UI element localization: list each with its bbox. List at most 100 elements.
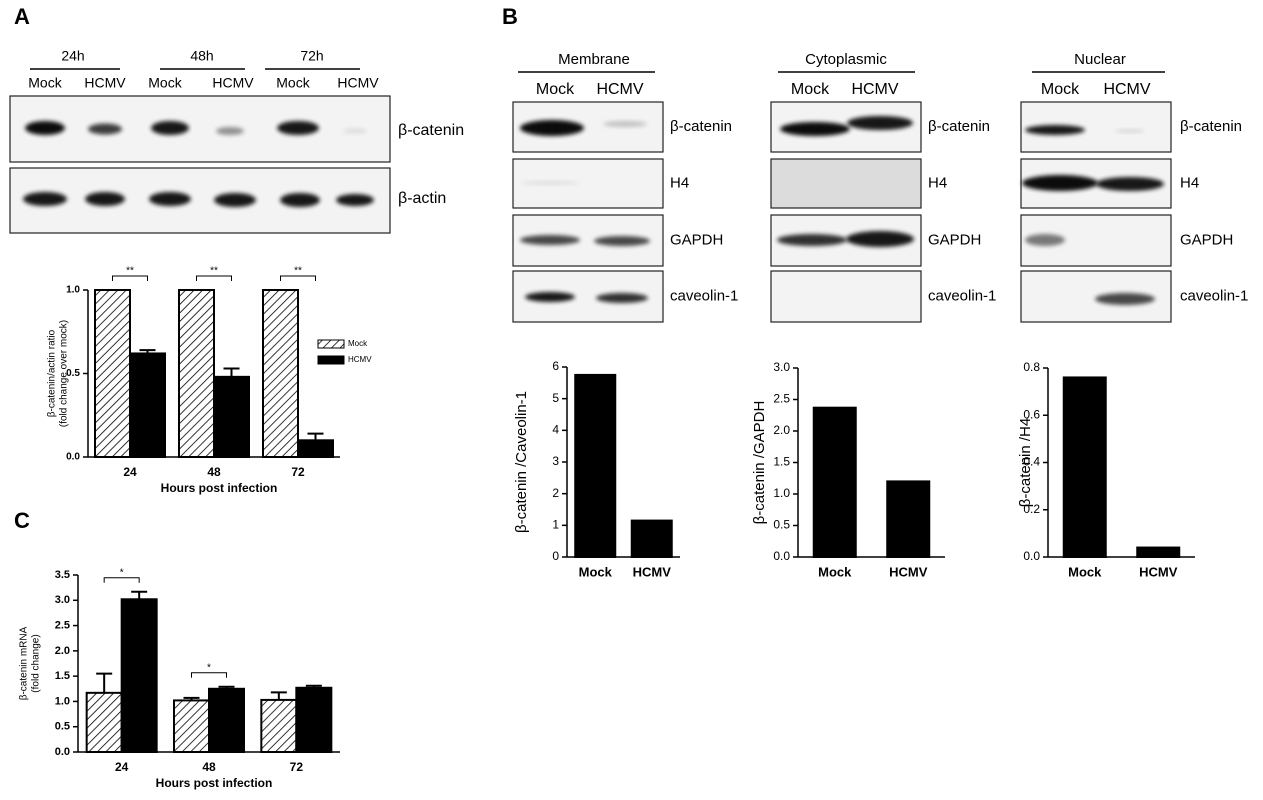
y-axis-label: β-catenin/actin ratio xyxy=(47,329,58,417)
significance-bracket xyxy=(112,275,148,281)
blot-band xyxy=(603,121,647,127)
x-tick-label: 48 xyxy=(207,465,221,479)
blot-band xyxy=(1115,129,1145,133)
bar xyxy=(574,373,617,558)
significance-label: ** xyxy=(210,266,218,277)
y-axis-label: β-catenin /H4 xyxy=(1017,418,1034,508)
row-label: H4 xyxy=(1180,174,1199,191)
blot-band xyxy=(596,293,648,303)
x-tick-label: Mock xyxy=(1068,564,1102,579)
lane-label: HCMV xyxy=(1103,81,1150,98)
row-label: β-catenin xyxy=(398,122,464,139)
row-label: β-catenin xyxy=(670,118,732,135)
bar xyxy=(85,691,123,753)
x-tick-label: 24 xyxy=(123,465,137,479)
row-label: β-catenin xyxy=(928,118,990,135)
bar xyxy=(812,406,857,558)
blot-band xyxy=(214,193,256,207)
y-tick-label: 3.0 xyxy=(55,594,70,606)
significance-bracket xyxy=(280,275,316,281)
lane-label: Mock xyxy=(1041,81,1080,98)
bar xyxy=(886,480,931,558)
y-tick-label: 6 xyxy=(552,359,559,373)
y-tick-label: 1.0 xyxy=(773,486,790,500)
blot-image xyxy=(9,167,391,234)
x-axis-label: Hours post infection xyxy=(161,481,278,495)
significance-label: * xyxy=(120,567,124,578)
significance-label: * xyxy=(207,662,211,673)
panel-label: C xyxy=(14,508,30,533)
blot-band xyxy=(151,121,189,135)
timepoint-label: 24h xyxy=(61,48,84,64)
panel-label: B xyxy=(502,4,518,29)
row-label: H4 xyxy=(670,174,689,191)
blot-band xyxy=(525,292,575,302)
blot-band xyxy=(520,181,580,185)
y-tick-label: 1 xyxy=(552,518,559,532)
x-tick-label: Mock xyxy=(579,564,613,579)
y-tick-label: 4 xyxy=(552,423,559,437)
y-axis-label: β-catenin /GAPDH xyxy=(751,401,768,525)
x-tick-label: HCMV xyxy=(889,564,928,579)
y-axis-label: (fold change) xyxy=(31,634,42,692)
legend-swatch xyxy=(317,355,345,365)
row-label: caveolin-1 xyxy=(1180,287,1248,304)
blot-band xyxy=(25,121,65,135)
bar xyxy=(630,519,673,558)
x-tick-label: 24 xyxy=(115,760,129,774)
row-label: GAPDH xyxy=(928,231,981,248)
y-tick-label: 2.5 xyxy=(773,392,790,406)
row-label: GAPDH xyxy=(1180,231,1233,248)
y-tick-label: 0 xyxy=(552,549,559,563)
y-tick-label: 2 xyxy=(552,486,559,500)
blot-band xyxy=(88,123,122,135)
y-axis-label: β-catenin mRNA xyxy=(19,626,30,700)
fraction-label: Membrane xyxy=(558,51,630,68)
y-tick-label: 1.5 xyxy=(773,455,790,469)
bar xyxy=(297,439,334,458)
x-tick-label: 72 xyxy=(291,465,305,479)
y-tick-label: 0.5 xyxy=(66,368,80,379)
y-tick-label: 0.6 xyxy=(1023,407,1040,421)
y-tick-label: 3.0 xyxy=(773,360,790,374)
bar xyxy=(1136,546,1181,558)
lane-label: Mock xyxy=(536,81,575,98)
y-tick-label: 1.0 xyxy=(55,695,70,707)
significance-bracket xyxy=(191,672,227,678)
timepoint-label: 72h xyxy=(300,48,323,64)
lane-label: Mock xyxy=(148,75,182,91)
blot-band xyxy=(149,192,191,206)
blot-band xyxy=(1096,177,1164,191)
fraction-label: Cytoplasmic xyxy=(805,51,887,68)
x-axis-label: Hours post infection xyxy=(156,776,273,790)
row-label: caveolin-1 xyxy=(928,287,996,304)
significance-bracket xyxy=(196,275,232,281)
bar xyxy=(208,687,245,753)
blot-band xyxy=(277,121,319,135)
y-tick-label: 2.5 xyxy=(55,619,70,631)
lane-label: HCMV xyxy=(851,81,898,98)
bar xyxy=(262,289,299,458)
lane-label: HCMV xyxy=(212,75,254,91)
y-tick-label: 1.5 xyxy=(55,670,70,682)
y-tick-label: 0.4 xyxy=(1023,455,1040,469)
blot-band xyxy=(85,192,125,206)
bar xyxy=(260,698,298,754)
significance-label: ** xyxy=(294,266,302,277)
lane-label: HCMV xyxy=(84,75,126,91)
bar xyxy=(120,598,158,753)
lane-label: Mock xyxy=(791,81,830,98)
blot-image xyxy=(770,270,922,323)
y-tick-label: 0.0 xyxy=(66,452,80,463)
blot-band xyxy=(846,231,914,247)
blot-band xyxy=(280,193,320,207)
blot-band xyxy=(1022,175,1098,191)
row-label: β-actin xyxy=(398,190,446,207)
blot-image xyxy=(9,95,391,163)
x-tick-label: HCMV xyxy=(1139,564,1178,579)
bar xyxy=(94,289,131,458)
row-label: H4 xyxy=(928,174,947,191)
y-tick-label: 5 xyxy=(552,391,559,405)
blot-band xyxy=(594,236,650,246)
